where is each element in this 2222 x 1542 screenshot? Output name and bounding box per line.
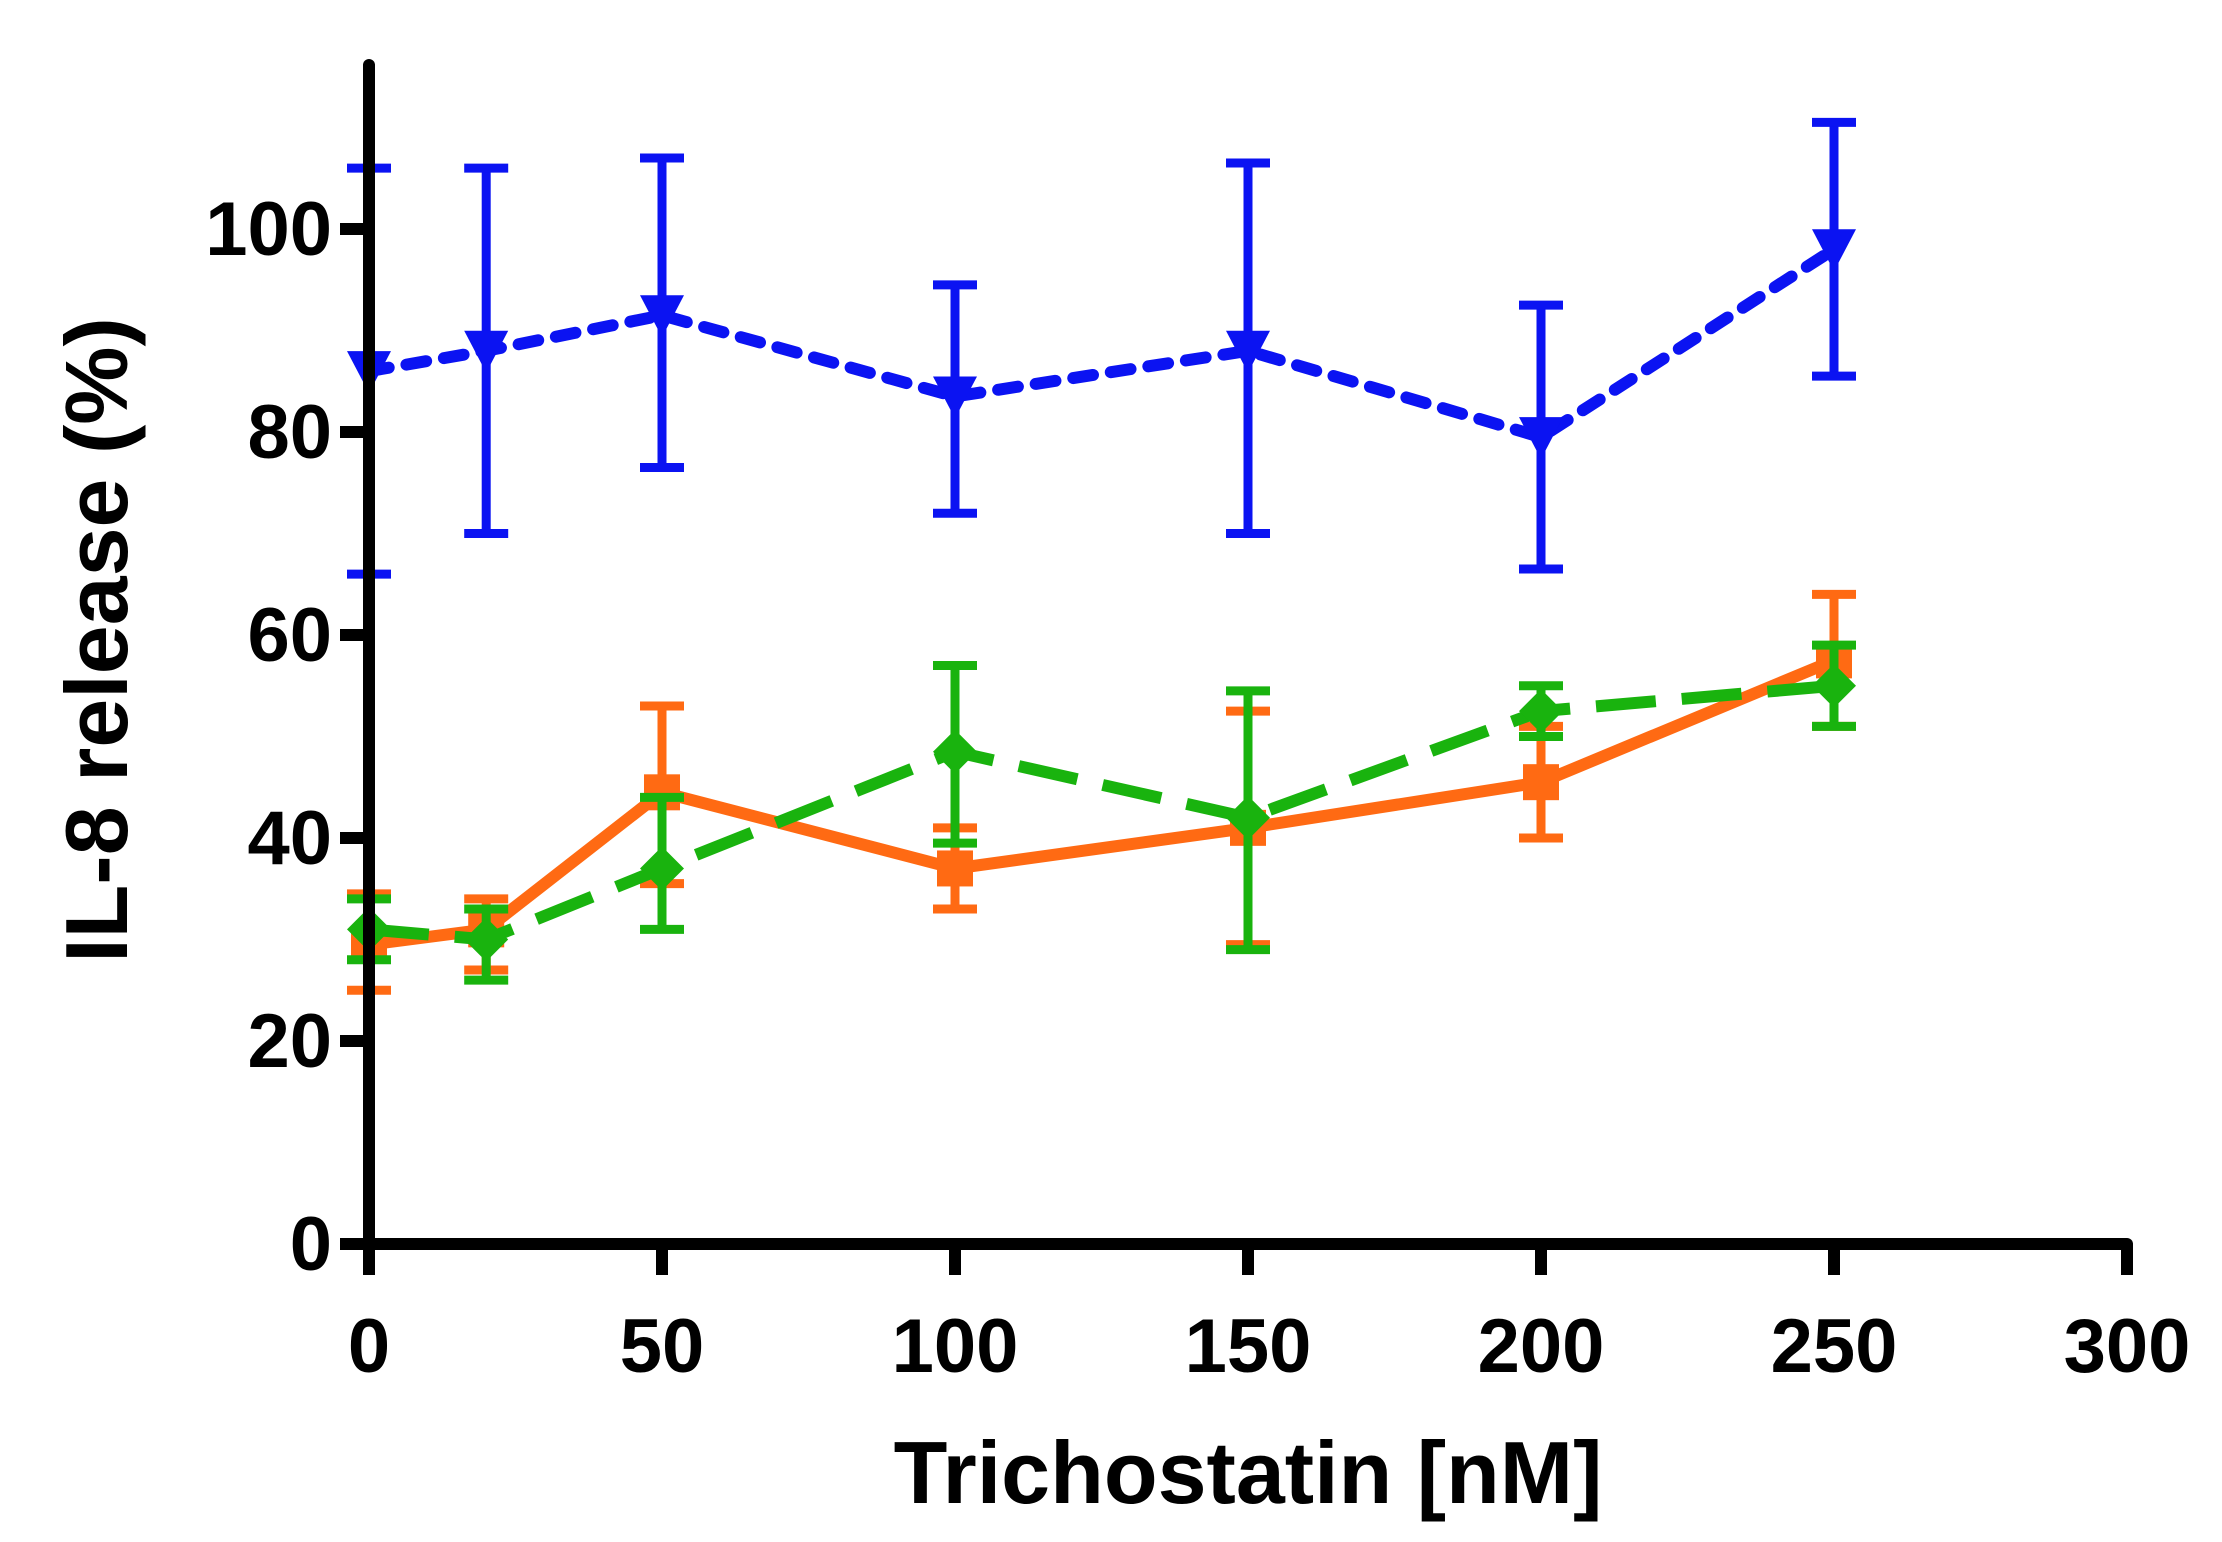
data-point [937,850,973,887]
x-tick-label: 0 [348,1304,390,1389]
y-tick-label: 20 [247,999,332,1084]
series-line [363,243,1840,444]
data-point [933,376,977,419]
data-point [1226,330,1270,373]
data-point [464,917,509,962]
series-layer [347,117,1856,995]
series-green-dashed [347,640,1856,985]
x-tick-label: 250 [1771,1304,1898,1389]
series-blue-dotted [347,117,1856,579]
data-point [1226,795,1270,840]
data-point [1812,663,1856,708]
x-tick-label: 50 [620,1304,705,1389]
series-orange-solid [347,589,1856,995]
series-line [368,679,1835,946]
x-tick-label: 200 [1478,1304,1605,1389]
y-tick-label: 0 [290,1202,332,1287]
x-tick-label: 100 [892,1304,1019,1389]
data-point [464,330,509,373]
y-tick-label: 60 [247,593,332,678]
data-point [1812,229,1856,272]
ticks-layer: 0 20 40 60 80 100 0 50 100 150 200 250 300 [205,187,2190,1389]
x-axis-label: Trichostatin [nM] [894,1423,1603,1522]
y-tick-label: 100 [205,187,332,272]
data-point [640,295,684,338]
y-axis-label: IL-8 release (%) [47,317,146,963]
y-tick-label: 40 [247,796,332,881]
data-point [933,729,977,774]
data-point [640,846,684,891]
y-tick-label: 80 [247,390,332,475]
data-point [1519,417,1563,460]
data-point [1523,764,1559,801]
x-tick-label: 300 [2064,1304,2191,1389]
data-point [1519,689,1563,734]
x-tick-label: 150 [1185,1304,1312,1389]
